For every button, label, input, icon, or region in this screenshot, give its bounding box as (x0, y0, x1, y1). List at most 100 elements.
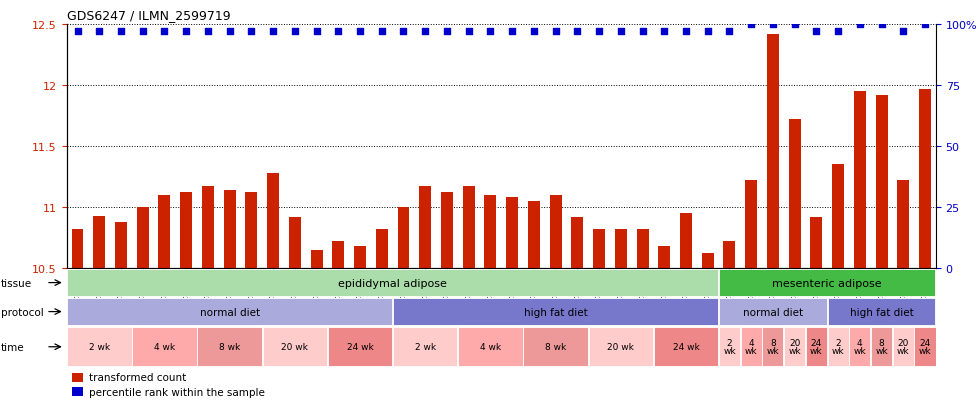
Text: 8
wk: 8 wk (766, 338, 779, 356)
Bar (132, 328, 197, 366)
Point (612, 29, 628, 36)
Point (874, 21, 890, 28)
Point (178, 29, 194, 36)
Bar (654, 328, 718, 366)
Text: normal diet: normal diet (743, 307, 803, 317)
Bar (375, 230, 388, 268)
Bar (327, 328, 392, 366)
Text: protocol: protocol (1, 307, 44, 317)
Bar (93, 216, 105, 268)
Bar (784, 328, 806, 366)
Bar (332, 242, 344, 268)
Point (591, 29, 607, 36)
Text: mesenteric adipose: mesenteric adipose (772, 278, 882, 288)
Bar (159, 195, 171, 268)
Text: 4 wk: 4 wk (154, 342, 175, 351)
Bar (832, 165, 844, 268)
Bar (528, 202, 540, 268)
Text: 2
wk: 2 wk (723, 338, 736, 356)
Point (243, 29, 259, 36)
Bar (762, 328, 783, 366)
Bar (875, 95, 888, 268)
Bar (463, 187, 474, 268)
Bar (72, 387, 83, 396)
Bar (506, 198, 518, 268)
Bar (919, 89, 931, 268)
Bar (741, 328, 761, 366)
Point (678, 29, 694, 36)
Bar (137, 207, 149, 268)
Bar (702, 254, 713, 268)
Point (330, 29, 346, 36)
Text: 8
wk: 8 wk (875, 338, 888, 356)
Text: 4
wk: 4 wk (745, 338, 758, 356)
Bar (659, 247, 670, 268)
Bar (723, 242, 735, 268)
Text: 8 wk: 8 wk (219, 342, 240, 351)
Bar (893, 328, 913, 366)
Point (526, 29, 542, 36)
Bar (719, 270, 936, 296)
Text: normal diet: normal diet (200, 307, 260, 317)
Bar (789, 120, 801, 268)
Text: 2 wk: 2 wk (415, 342, 436, 351)
Bar (898, 181, 909, 268)
Bar (354, 247, 366, 268)
Bar (914, 328, 936, 366)
Point (396, 29, 412, 36)
Bar (67, 270, 718, 296)
Point (352, 29, 368, 36)
Point (374, 29, 390, 36)
Point (700, 29, 715, 36)
Text: tissue: tissue (1, 278, 32, 288)
Bar (593, 230, 605, 268)
Bar (810, 217, 822, 268)
Point (439, 29, 455, 36)
Text: 4
wk: 4 wk (854, 338, 866, 356)
Point (744, 21, 760, 28)
Text: percentile rank within the sample: percentile rank within the sample (89, 387, 265, 397)
Point (309, 29, 324, 36)
Point (266, 29, 281, 36)
Point (200, 29, 216, 36)
Bar (850, 328, 870, 366)
Text: 24
wk: 24 wk (918, 338, 931, 356)
Bar (484, 195, 497, 268)
Bar (680, 214, 692, 268)
Point (830, 29, 846, 36)
Bar (67, 299, 392, 325)
Text: GDS6247 / ILMN_2599719: GDS6247 / ILMN_2599719 (67, 9, 230, 22)
Text: 20 wk: 20 wk (281, 342, 309, 351)
Point (505, 29, 520, 36)
Bar (67, 328, 131, 366)
Point (765, 21, 781, 28)
Bar (441, 193, 453, 268)
Bar (393, 299, 718, 325)
Bar (72, 373, 83, 382)
Bar (263, 328, 327, 366)
Bar (180, 193, 192, 268)
Text: 20
wk: 20 wk (788, 338, 801, 356)
Point (221, 29, 237, 36)
Bar (871, 328, 892, 366)
Text: 24 wk: 24 wk (672, 342, 700, 351)
Bar (854, 92, 865, 268)
Point (135, 29, 151, 36)
Bar (806, 328, 827, 366)
Bar (289, 217, 301, 268)
Point (157, 29, 172, 36)
Bar (398, 207, 410, 268)
Point (787, 21, 803, 28)
Text: time: time (1, 342, 24, 352)
Point (808, 29, 824, 36)
Point (70, 29, 85, 36)
Bar (245, 193, 258, 268)
Bar (719, 328, 740, 366)
Bar (637, 230, 649, 268)
Bar (115, 222, 127, 268)
Bar (223, 190, 235, 268)
Bar (828, 299, 936, 325)
Point (852, 21, 867, 28)
Bar (719, 299, 827, 325)
Text: 8 wk: 8 wk (545, 342, 566, 351)
